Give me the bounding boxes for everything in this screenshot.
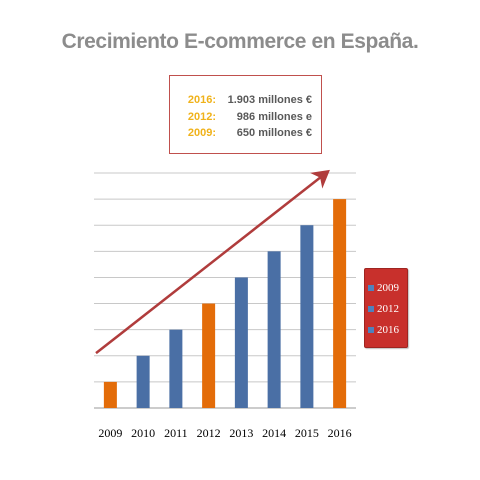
x-tick-label-2011: 2011 [164, 426, 188, 440]
legend-item-2009: 2009 [365, 277, 407, 298]
legend-label: 2012 [377, 302, 399, 315]
bar-2009 [103, 381, 117, 408]
chart-title: Crecimiento E-commerce en España. [61, 30, 419, 53]
legend-swatch [368, 326, 374, 333]
x-tick-label-2016: 2016 [328, 426, 352, 440]
legend-swatch [368, 284, 374, 291]
bar-2010 [136, 355, 150, 408]
legend: 2009 2012 2016 [364, 268, 408, 348]
info-year: 2012: [187, 110, 216, 123]
legend-item-2016: 2016 [365, 319, 407, 340]
x-tick-labels: 2009 2010 2011 2012 2013 2014 2015 2016 [98, 426, 351, 440]
legend-item-2012: 2012 [365, 298, 407, 319]
bar-2016 [333, 199, 347, 408]
info-row-2016: 2016: 1.903 millones € [170, 92, 321, 109]
info-value: 986 millones e [236, 110, 312, 123]
x-tick-label-2015: 2015 [295, 426, 319, 440]
info-year: 2016: [187, 94, 216, 106]
bar-2014 [267, 251, 281, 408]
x-tick-label-2010: 2010 [131, 426, 155, 440]
info-row-2012: 2012: 986 millones e [170, 109, 321, 126]
x-tick-label-2013: 2013 [229, 426, 253, 440]
bars [103, 199, 347, 408]
x-tick-label-2009: 2009 [98, 426, 122, 440]
bar-2013 [234, 277, 248, 408]
legend-label: 2009 [377, 281, 399, 294]
highlight-info-box: 2016: 1.903 millones € 2012: 986 millone… [169, 75, 322, 154]
info-year: 2009: [187, 127, 216, 139]
x-tick-label-2014: 2014 [262, 426, 286, 440]
x-tick-label-2012: 2012 [197, 426, 221, 440]
gridlines [94, 172, 356, 409]
trend-arrow [95, 169, 330, 355]
legend-label: 2016 [377, 323, 399, 336]
bar-2012 [202, 303, 216, 408]
info-value: 650 millones € [236, 127, 312, 139]
info-row-2009: 2009: 650 millones € [170, 125, 321, 142]
bar-2015 [300, 225, 314, 408]
legend-swatch [368, 305, 374, 312]
bar-2011 [169, 329, 183, 408]
info-value: 1.903 millones € [227, 94, 312, 106]
